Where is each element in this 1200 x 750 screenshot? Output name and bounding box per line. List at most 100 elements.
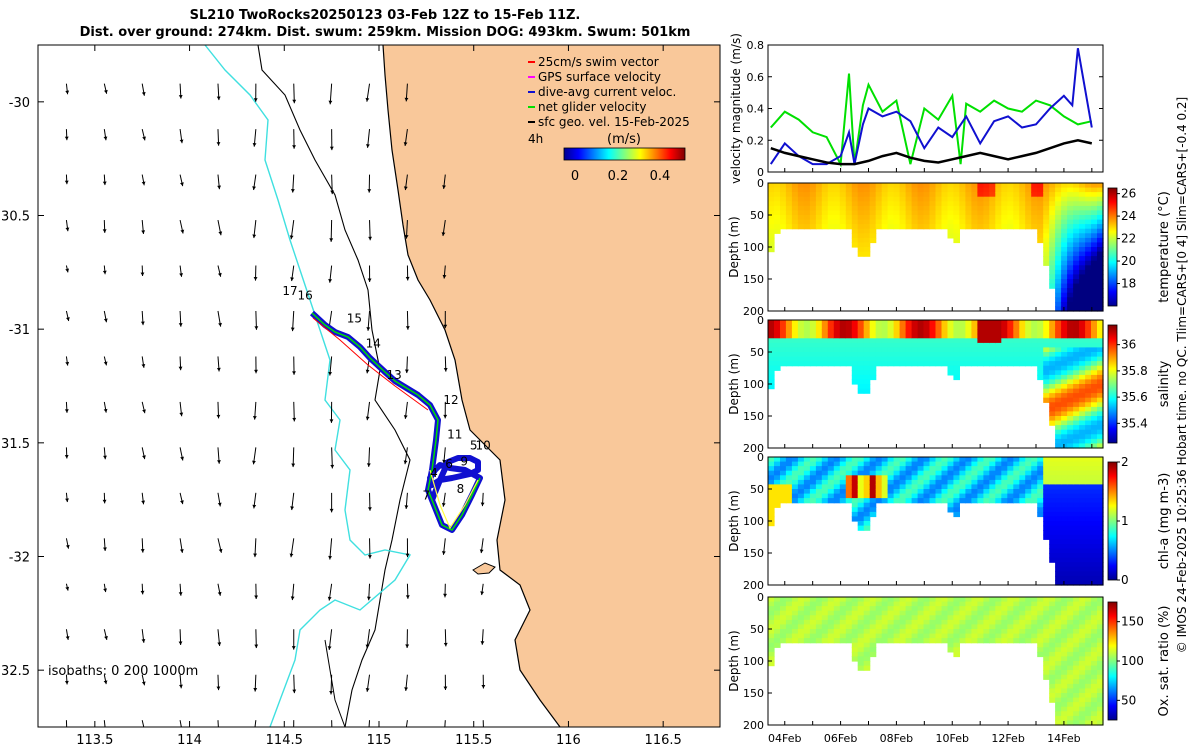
heat-cell: [1079, 642, 1086, 648]
heat-cell: [774, 205, 781, 212]
heat-cell: [941, 219, 949, 225]
heat-cell: [929, 333, 937, 339]
current-arrowhead: [217, 272, 222, 277]
heat-cell: [911, 633, 919, 639]
heat-cell: [1097, 342, 1104, 349]
heat-cell: [768, 624, 775, 630]
heat-cell: [935, 601, 943, 607]
heat-cell: [1043, 247, 1050, 253]
heat-cell: [929, 633, 937, 639]
heat-cell: [815, 324, 823, 330]
heat-cell: [1001, 342, 1008, 349]
current-arrowhead: [252, 733, 256, 737]
heat-cell: [965, 192, 972, 198]
heat-cell: [857, 470, 865, 476]
heat-cell: [911, 183, 919, 189]
heat-cell: [1061, 651, 1068, 658]
heat-cell: [983, 187, 990, 193]
heat-cell: [1091, 651, 1098, 658]
heat-cell: [780, 338, 787, 344]
heat-cell: [911, 338, 919, 344]
heat-cell: [1067, 665, 1074, 671]
heat-cell: [839, 606, 847, 612]
heat-cell: [857, 224, 865, 230]
heat-cell: [1079, 702, 1086, 708]
heat-cell: [809, 633, 817, 639]
heat-cell: [1079, 525, 1086, 531]
heat-cell: [875, 320, 883, 326]
heat-cell: [1067, 530, 1074, 536]
heat-cell: [953, 201, 960, 207]
heat-cell: [833, 629, 841, 635]
heat-cell: [1055, 365, 1062, 371]
current-arrowhead: [367, 555, 372, 559]
heat-cell: [1067, 489, 1074, 495]
heat-cell: [1049, 361, 1056, 367]
heat-cell: [1001, 484, 1008, 490]
heat-cell: [1067, 438, 1074, 445]
heat-cell: [1043, 320, 1050, 326]
heat-cell: [1067, 233, 1074, 239]
heat-cell: [1073, 633, 1080, 639]
heat-cell: [1019, 201, 1026, 207]
heat-cell: [929, 470, 937, 476]
heat-cell: [1079, 411, 1086, 417]
depth-tick-label: 200: [743, 442, 764, 455]
heat-cell: [863, 665, 871, 671]
heat-cell: [1001, 215, 1008, 221]
heat-cell: [947, 466, 955, 472]
heat-cell: [905, 219, 913, 225]
heat-cell: [774, 210, 781, 216]
heat-cell: [1055, 183, 1062, 189]
heat-cell: [1073, 242, 1080, 248]
current-arrowhead: [217, 733, 221, 737]
heat-cell: [989, 498, 996, 504]
current-arrowhead: [65, 586, 70, 591]
heat-cell: [821, 489, 829, 495]
heat-cell: [1073, 651, 1080, 658]
current-arrowhead: [179, 684, 183, 689]
heat-cell: [959, 192, 966, 198]
heat-cell: [905, 329, 913, 335]
heat-cell: [1079, 597, 1086, 603]
heat-cell: [941, 356, 949, 362]
heat-cell: [1025, 324, 1032, 330]
heat-cell: [845, 615, 853, 621]
heat-cell: [989, 338, 996, 344]
heat-cell: [875, 210, 883, 216]
heat-cell: [815, 619, 823, 626]
heat-cell: [941, 619, 949, 626]
heat-cell: [887, 461, 895, 467]
heat-cell: [1085, 224, 1092, 230]
heat-cell: [833, 475, 841, 481]
heat-cell: [1043, 606, 1050, 612]
heat-cell: [768, 601, 775, 607]
heat-cell: [1037, 352, 1044, 358]
heat-cell: [863, 624, 871, 630]
heat-cell: [977, 219, 984, 225]
heat-cell: [917, 215, 925, 221]
heat-cell: [869, 224, 877, 230]
heat-cell: [1097, 201, 1104, 207]
heat-cell: [953, 320, 960, 326]
heat-cell: [791, 624, 799, 630]
waypoint-label: 11: [447, 427, 462, 441]
heat-cell: [1073, 461, 1080, 467]
heat-cell: [1079, 534, 1086, 540]
heat-cell: [863, 619, 871, 626]
heat-cell: [905, 466, 913, 472]
heat-cell: [1067, 237, 1074, 244]
heat-cell: [1091, 438, 1098, 445]
heat-cell: [1079, 571, 1086, 577]
heat-cell: [1037, 484, 1044, 490]
heat-cell: [1061, 434, 1068, 440]
heat-cell: [881, 457, 889, 463]
heat-cell: [995, 470, 1002, 476]
heat-cell: [1049, 247, 1056, 253]
heat-cell: [791, 615, 799, 621]
heat-cell: [785, 205, 793, 212]
heat-cell: [815, 342, 823, 349]
lon-tick-label: 116.5: [645, 733, 682, 748]
heat-cell: [1097, 597, 1104, 603]
heat-cell: [797, 215, 805, 221]
